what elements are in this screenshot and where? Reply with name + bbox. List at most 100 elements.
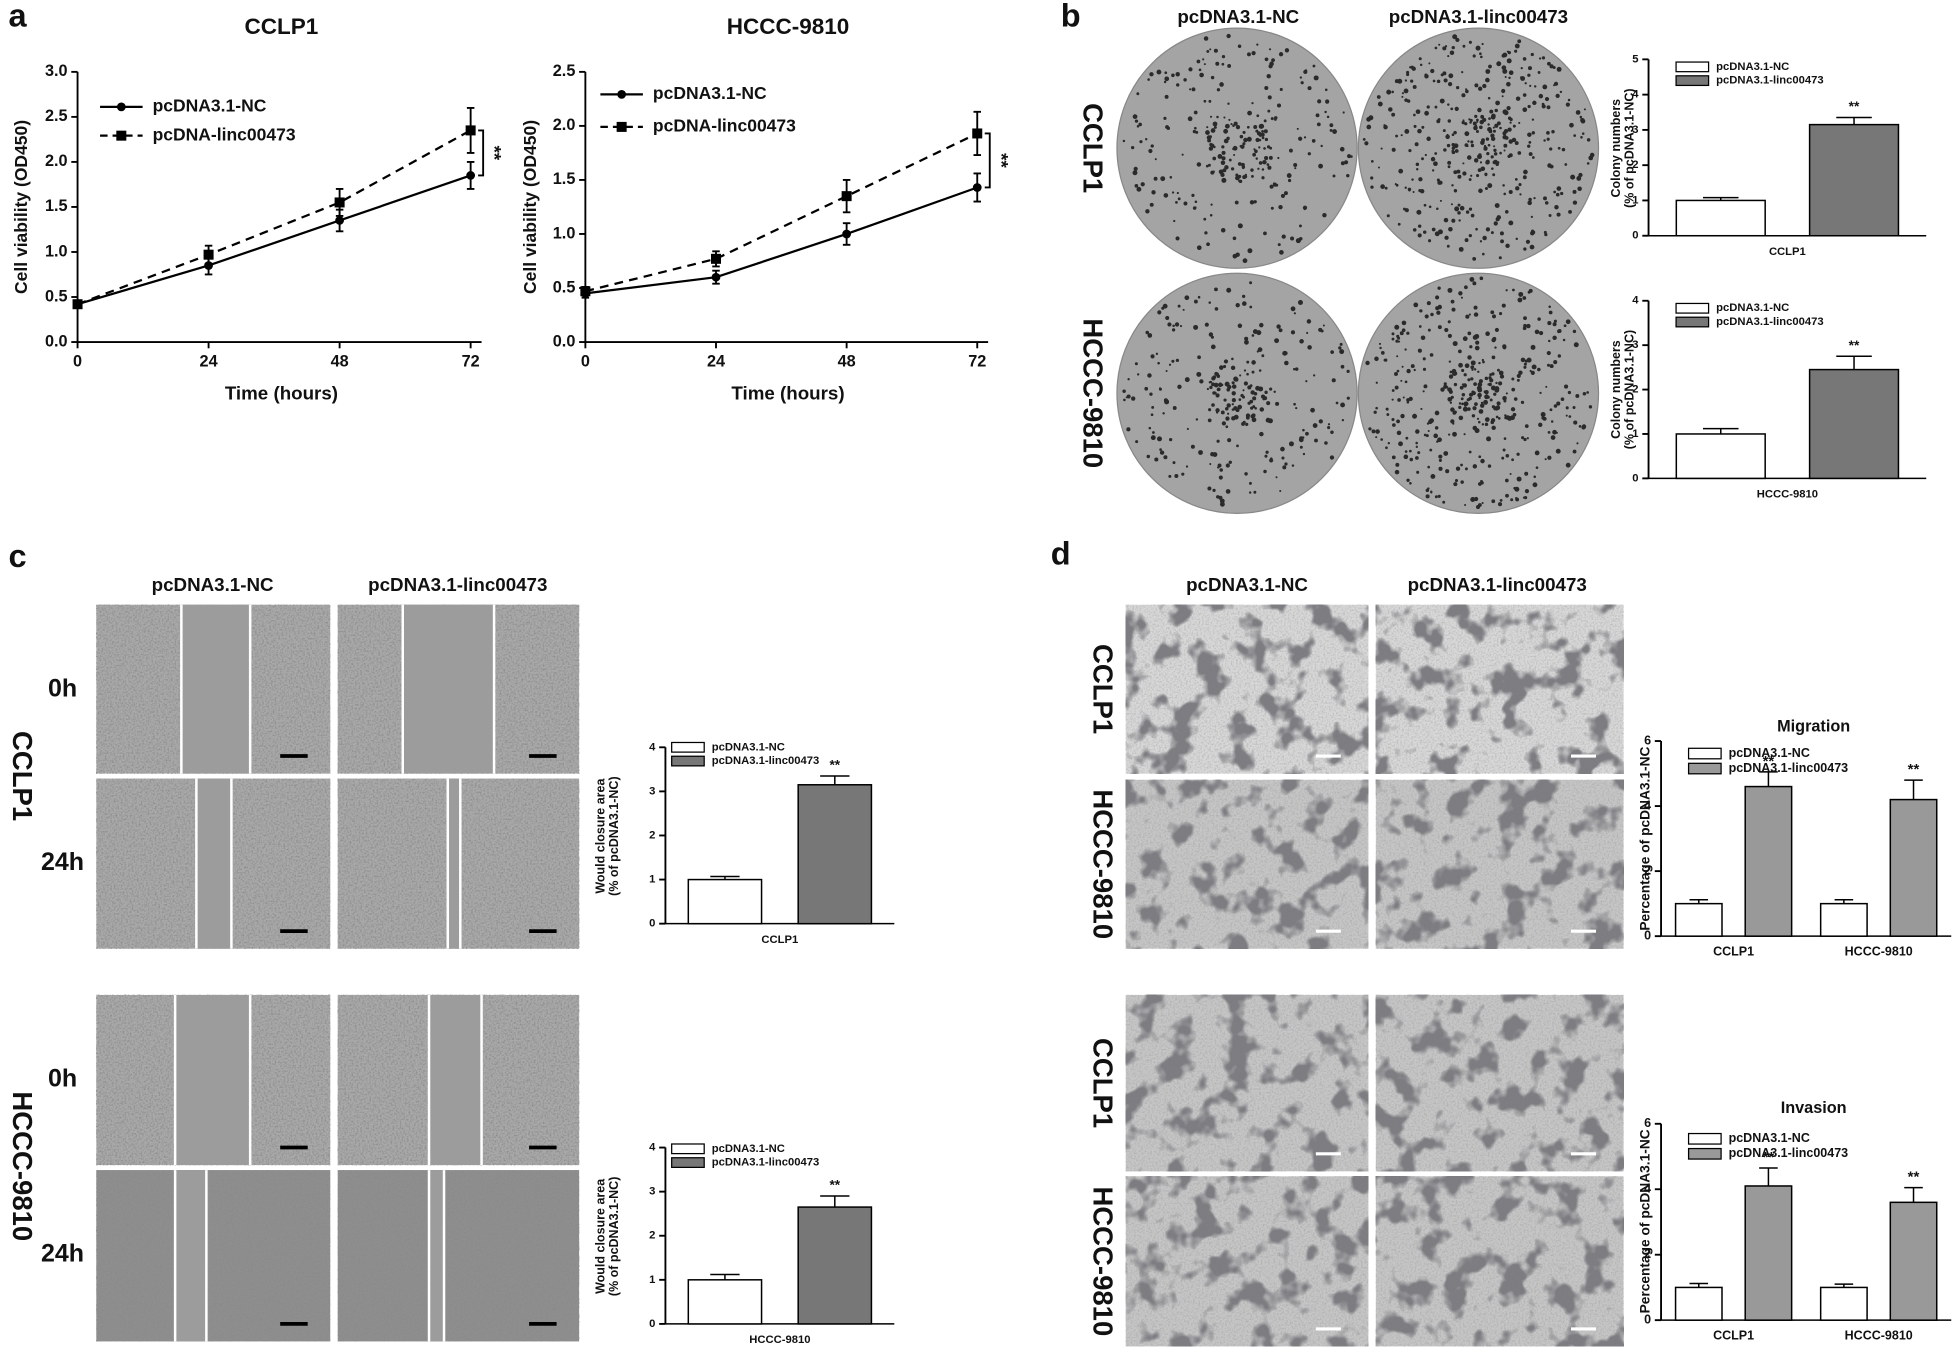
colony (1575, 394, 1580, 398)
error-bar (1702, 427, 1739, 434)
colony (1555, 93, 1560, 98)
colony (1208, 408, 1212, 412)
bar (1808, 368, 1900, 480)
colony (1492, 336, 1497, 341)
colony (1468, 207, 1473, 211)
colony (1221, 150, 1226, 155)
scratch-gap (196, 778, 232, 949)
legend-swatch (1675, 75, 1710, 87)
colony (1391, 90, 1394, 94)
colony (1278, 328, 1283, 333)
colony (1556, 186, 1562, 191)
colony (1546, 131, 1550, 135)
colony (1233, 376, 1239, 382)
label: HCCC-9810 (1077, 318, 1108, 468)
colony (1263, 469, 1267, 474)
colony (1395, 339, 1399, 343)
y-tick-label: 2 (1644, 863, 1651, 877)
colony (1469, 118, 1473, 122)
colony (1208, 146, 1214, 151)
colony (1231, 384, 1237, 389)
colony (1402, 396, 1405, 399)
colony (1256, 114, 1260, 118)
colony (1430, 312, 1434, 317)
colony (1253, 200, 1257, 204)
colony (1228, 460, 1232, 464)
colony (1258, 123, 1264, 129)
colony (1419, 63, 1423, 67)
colony (1462, 336, 1468, 342)
colony (1462, 162, 1465, 165)
colony (1219, 501, 1225, 507)
legend-swatch (1687, 1147, 1722, 1160)
colony (1491, 114, 1494, 117)
colony (1521, 436, 1525, 440)
colony (1401, 320, 1407, 326)
colony (1449, 370, 1453, 374)
colony (1132, 170, 1138, 176)
colony (1502, 345, 1507, 350)
colony (1413, 113, 1416, 117)
colony (1209, 135, 1212, 139)
colony (1466, 155, 1472, 160)
colony (1157, 436, 1162, 442)
colony (1455, 37, 1460, 43)
series-line (77, 174, 472, 306)
colony (1303, 136, 1307, 139)
colony (1501, 95, 1504, 98)
colony (1290, 330, 1296, 335)
colony (1233, 153, 1236, 156)
colony (1135, 440, 1139, 444)
colony (1380, 438, 1383, 441)
colony (1503, 129, 1509, 134)
colony (1517, 151, 1522, 155)
plate-image (1357, 27, 1600, 269)
colony (1547, 61, 1551, 66)
colony (1246, 136, 1252, 142)
colony (1371, 159, 1374, 163)
colony (1258, 369, 1262, 372)
colony (1453, 410, 1457, 414)
colony (1411, 66, 1416, 71)
colony (1437, 494, 1441, 498)
colony (1239, 144, 1242, 148)
legend-label: pcDNA3.1-linc00473 (1716, 316, 1824, 328)
colony (1468, 313, 1471, 316)
colony (1247, 52, 1251, 57)
colony (1464, 131, 1470, 137)
x-tick-label: 24 (707, 352, 725, 370)
colony (1163, 116, 1167, 120)
colony (1366, 124, 1372, 130)
colony (1261, 354, 1265, 358)
colony (1477, 370, 1480, 373)
colony (1417, 128, 1422, 134)
colony (1563, 324, 1567, 328)
colony (1542, 416, 1547, 421)
y-tick-label: 2.5 (45, 107, 68, 125)
colony (1501, 456, 1505, 460)
colony (1564, 163, 1568, 166)
colony (1537, 367, 1541, 372)
colony (1270, 206, 1274, 210)
colony (1332, 174, 1336, 178)
colony (1269, 61, 1274, 67)
label: CCLP1 (1087, 1038, 1118, 1128)
colony (1329, 123, 1334, 128)
colony (1396, 419, 1400, 424)
colony (1472, 406, 1477, 411)
colony (1502, 109, 1508, 115)
y-tick-label: 1 (649, 1274, 655, 1286)
colony (1252, 396, 1257, 401)
colony (1258, 161, 1263, 165)
colony (1231, 416, 1236, 421)
colony (1329, 455, 1335, 460)
colony (1212, 121, 1218, 127)
colony (1502, 448, 1506, 452)
error-bar (710, 875, 740, 880)
colony (1412, 228, 1417, 232)
colony (1442, 71, 1447, 76)
colony (1467, 378, 1471, 382)
colony (1245, 422, 1249, 427)
colony (1562, 338, 1566, 342)
colony (1258, 138, 1262, 142)
